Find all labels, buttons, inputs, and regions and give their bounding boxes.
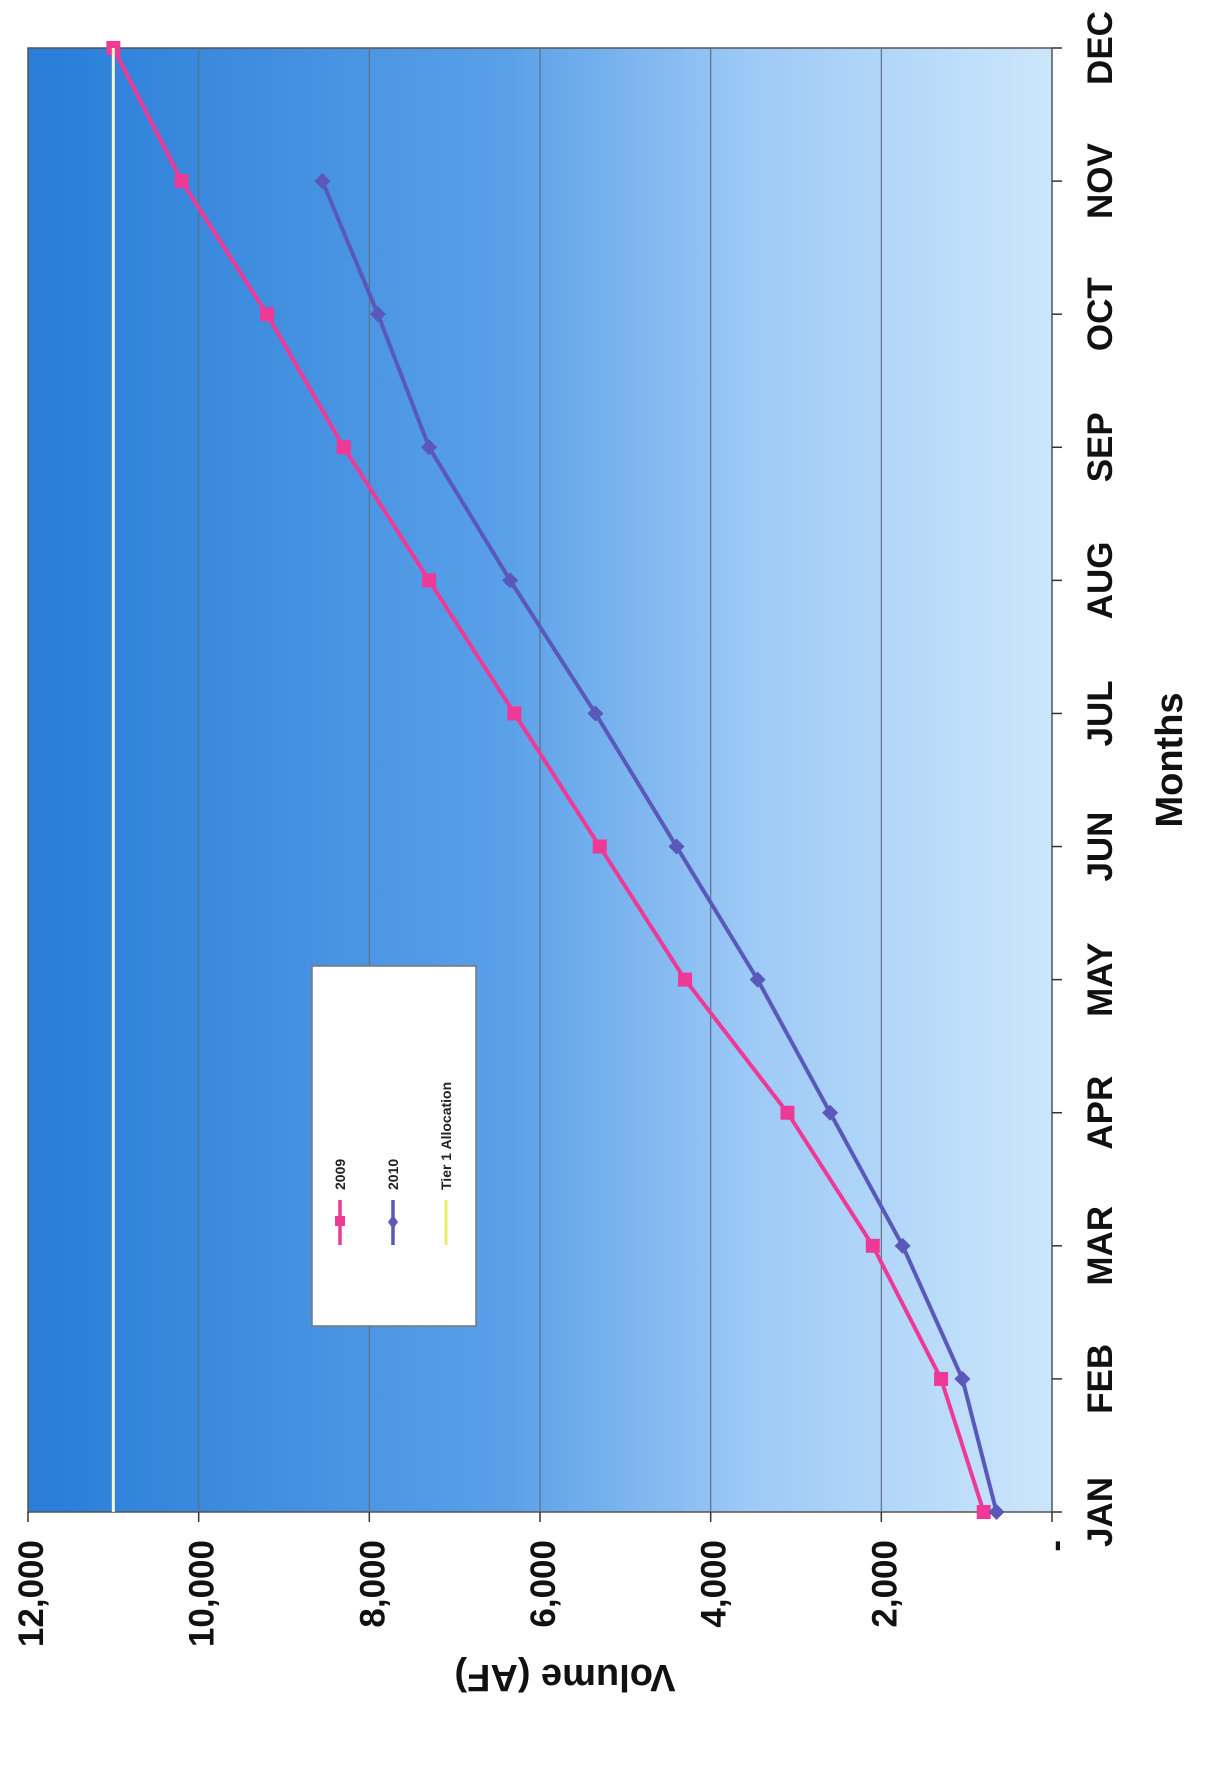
y-tick-label: 6,000 (524, 1540, 563, 1628)
data-point-2009 (678, 972, 693, 987)
data-point-2010 (369, 306, 386, 323)
y-tick-label: 2,000 (865, 1540, 904, 1628)
x-tick-label: JAN (1081, 1477, 1120, 1547)
data-point-2010 (954, 1370, 971, 1387)
x-tick-label: NOV (1081, 143, 1120, 220)
y-tick-label: 10,000 (183, 1540, 222, 1647)
data-point-2009 (422, 573, 437, 588)
data-point-2010 (587, 705, 604, 722)
data-point-2009 (174, 174, 189, 189)
x-tick-label: JUN (1081, 812, 1120, 882)
legend-marker-2009 (335, 1216, 345, 1226)
legend-label-2010: 2010 (385, 1159, 401, 1190)
x-tick-label: JUL (1081, 680, 1120, 746)
series-lines (106, 41, 1005, 1520)
data-point-2009 (934, 1371, 949, 1386)
y-tick-label: 8,000 (353, 1540, 392, 1628)
legend-label-tier1: Tier 1 Allocation (438, 1082, 454, 1190)
x-tick-label: MAY (1081, 942, 1120, 1017)
y-tick-label: 4,000 (695, 1540, 734, 1628)
y-axis-title: Volume (AF) (455, 1656, 676, 1698)
x-axis-title: Months (1149, 692, 1191, 827)
x-tick-label: MAR (1081, 1206, 1120, 1286)
data-point-2009 (336, 440, 351, 455)
data-point-2009 (976, 1505, 991, 1519)
x-tick-label: DEC (1081, 11, 1120, 85)
x-tick-label: OCT (1081, 277, 1120, 351)
data-point-2010 (668, 838, 685, 855)
data-point-2010 (988, 1504, 1005, 1520)
legend: 2009 2010 Tier 1 Allocation (311, 965, 477, 1327)
data-point-2009 (259, 307, 274, 322)
legend-marker-2010 (388, 1215, 398, 1229)
y-tick-label: - (1036, 1540, 1075, 1552)
data-point-2009 (780, 1105, 795, 1120)
data-point-2010 (749, 971, 766, 988)
data-point-2009 (592, 839, 607, 854)
x-tick-label: APR (1081, 1076, 1120, 1150)
series-line-2009 (111, 47, 986, 1513)
legend-box (311, 965, 477, 1327)
axes: - 2,000 4,000 6,000 8,000 10,000 12,000 JAN FEB M… (12, 11, 1120, 1647)
data-point-2009 (507, 706, 522, 721)
x-tick-label: AUG (1081, 541, 1120, 619)
data-point-2010 (502, 572, 519, 589)
data-point-2009 (865, 1238, 880, 1253)
data-point-2010 (421, 439, 438, 456)
legend-label-2009: 2009 (332, 1159, 348, 1190)
x-tick-label: SEP (1081, 412, 1120, 482)
data-point-2010 (314, 173, 331, 190)
data-point-2010 (894, 1237, 911, 1254)
x-tick-label: FEB (1081, 1344, 1120, 1414)
y-tick-label: 12,000 (12, 1540, 51, 1647)
data-point-2010 (822, 1104, 839, 1121)
gridlines (198, 48, 882, 1512)
